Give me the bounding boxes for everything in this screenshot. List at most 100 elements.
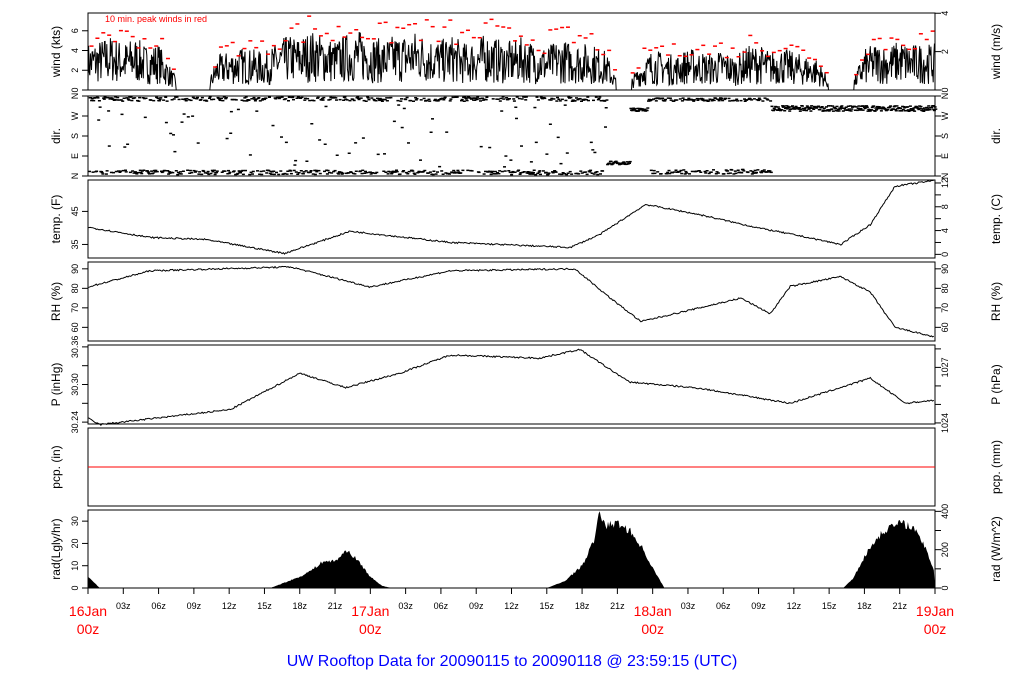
dir-point xyxy=(570,173,574,175)
dir-point xyxy=(171,171,175,174)
dir-point xyxy=(181,170,185,172)
dir-point xyxy=(302,171,306,173)
dir-point xyxy=(636,107,640,110)
dir-point xyxy=(734,172,738,175)
dir-point xyxy=(236,172,240,175)
dir-point xyxy=(431,173,435,176)
dir-point xyxy=(743,98,746,100)
dir-point xyxy=(374,100,378,102)
dir-point xyxy=(237,170,241,172)
dir-point xyxy=(859,108,863,110)
dir-point xyxy=(704,172,708,174)
dir-point xyxy=(217,98,221,100)
dir-point xyxy=(594,96,598,98)
left-axis-label: P (inHg) xyxy=(49,363,63,407)
dir-point xyxy=(256,170,259,172)
dir-point xyxy=(318,172,322,175)
dir-point xyxy=(629,107,633,110)
dir-point xyxy=(822,107,826,110)
dir-point xyxy=(115,99,119,101)
dir-point xyxy=(500,110,504,112)
dir-point xyxy=(328,171,331,174)
left-axis-label: dir. xyxy=(49,128,63,144)
dir-point xyxy=(921,108,925,110)
dir-point xyxy=(299,97,302,99)
dir-point xyxy=(654,100,658,102)
dir-point xyxy=(228,171,232,174)
dir-point xyxy=(356,97,360,100)
dir-point xyxy=(510,173,514,176)
dir-point xyxy=(395,170,399,173)
tick-label: 30.24 xyxy=(70,411,80,434)
right-axis-label: P (hPa) xyxy=(989,364,1003,404)
dir-point xyxy=(254,98,258,100)
dir-point xyxy=(556,136,560,139)
dir-point xyxy=(489,173,493,176)
right-axis-label: RH (%) xyxy=(989,282,1003,321)
dir-point xyxy=(488,170,492,173)
dir-point xyxy=(323,170,326,173)
dir-point xyxy=(913,110,917,112)
dir-point xyxy=(174,170,178,172)
dir-point xyxy=(225,137,229,140)
dir-point xyxy=(149,99,153,101)
dir-point xyxy=(234,99,238,101)
dir-point xyxy=(865,106,869,108)
dir-point xyxy=(524,96,528,98)
dir-point xyxy=(166,170,170,172)
dir-point xyxy=(559,162,563,165)
dir-point xyxy=(781,106,785,108)
dir-point xyxy=(470,170,474,172)
dir-point xyxy=(475,98,479,101)
tick-label: E xyxy=(70,153,80,159)
dir-point xyxy=(829,105,833,107)
dir-point xyxy=(312,99,316,102)
dir-point xyxy=(354,142,358,144)
right-axis-label: dir. xyxy=(989,128,1003,144)
dir-point xyxy=(108,98,112,100)
tick-label: 2 xyxy=(940,49,950,54)
x-axis: 16Jan 00z 17Jan 00z 18Jan 00z 19Jan 00z 03z 06z 09… xyxy=(69,588,954,637)
dir-point xyxy=(538,170,542,172)
dir-point xyxy=(421,170,425,173)
dir-point xyxy=(128,171,132,174)
dir-point xyxy=(490,171,494,174)
dir-point xyxy=(220,171,224,173)
dir-point xyxy=(210,98,214,101)
dir-point xyxy=(364,100,368,102)
dir-point xyxy=(784,107,788,109)
dir-point xyxy=(407,170,411,173)
dir-point xyxy=(303,99,307,101)
dir-point xyxy=(569,96,573,99)
dir-point xyxy=(563,104,567,106)
dir-point xyxy=(441,173,445,175)
dir-point xyxy=(618,163,622,165)
dir-point xyxy=(478,98,482,100)
dir-point xyxy=(314,169,318,172)
dir-point xyxy=(519,172,523,174)
dir-point xyxy=(119,170,123,172)
x-minor-label: 03z xyxy=(116,601,131,611)
dir-point xyxy=(603,100,607,102)
dir-point xyxy=(452,172,456,174)
dir-point xyxy=(398,173,402,175)
dir-point xyxy=(844,106,848,108)
dir-point xyxy=(637,110,641,112)
dir-point xyxy=(310,123,314,125)
dir-point xyxy=(592,99,595,102)
dir-point xyxy=(800,105,804,107)
x-minor-label: 18z xyxy=(292,601,307,611)
dir-point xyxy=(182,113,186,115)
dir-point xyxy=(443,96,447,99)
dir-point xyxy=(873,110,877,112)
dir-point xyxy=(133,171,137,173)
dir-point xyxy=(429,131,433,133)
dir-point xyxy=(858,109,862,111)
dir-point xyxy=(843,107,847,110)
dir-point xyxy=(368,171,372,173)
dir-point xyxy=(788,110,792,112)
dir-point xyxy=(560,173,564,176)
dir-point xyxy=(124,171,128,173)
dir-point xyxy=(886,108,890,111)
dir-point xyxy=(404,171,408,174)
